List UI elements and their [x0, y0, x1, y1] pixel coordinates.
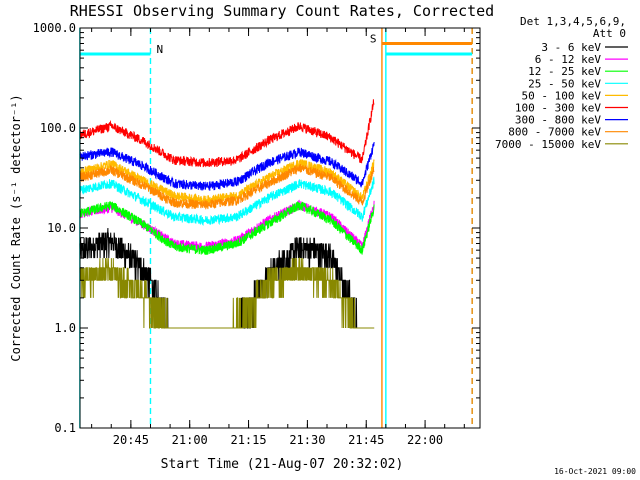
- x-tick-label: 21:00: [172, 433, 208, 447]
- attenuator-label: Att 0: [593, 27, 626, 40]
- detectors-label: Det 1,3,4,5,6,9,: [520, 15, 626, 28]
- y-tick-label: 1.0: [54, 321, 76, 335]
- legend-label: 7000 - 15000 keV: [495, 138, 601, 151]
- legend-label: 12 - 25 keV: [528, 65, 601, 78]
- series-line: [79, 201, 375, 255]
- legend-label: 100 - 300 keV: [515, 102, 601, 115]
- y-tick-label: 1000.0: [33, 21, 76, 35]
- y-tick-label: 0.1: [54, 421, 76, 435]
- y-axis-label: Corrected Count Rate (s⁻¹ detector⁻¹): [9, 94, 23, 361]
- timestamp: 16-Oct-2021 09:00: [554, 467, 636, 476]
- legend-label: 300 - 800 keV: [515, 114, 601, 127]
- x-tick-label: 22:00: [407, 433, 443, 447]
- x-tick-label: 20:45: [113, 433, 149, 447]
- legend-label: 25 - 50 keV: [528, 77, 601, 90]
- series-line: [79, 163, 375, 210]
- y-tick-label: 100.0: [40, 121, 76, 135]
- x-tick-label: 21:45: [348, 433, 384, 447]
- y-tick-label: 10.0: [47, 221, 76, 235]
- legend-label: 6 - 12 keV: [535, 53, 602, 66]
- legend-label: 3 - 6 keV: [541, 41, 601, 54]
- legend-label: 50 - 100 keV: [522, 89, 602, 102]
- flag-label: S: [370, 32, 377, 45]
- plot-frame: [79, 27, 481, 429]
- series-line: [79, 141, 375, 191]
- x-tick-label: 21:30: [289, 433, 325, 447]
- x-tick-label: 21:15: [230, 433, 266, 447]
- series-line: [79, 257, 375, 329]
- chart-title: RHESSI Observing Summary Count Rates, Co…: [70, 2, 494, 20]
- flag-label: N: [156, 43, 163, 56]
- series-line: [79, 176, 375, 226]
- legend-label: 800 - 7000 keV: [508, 126, 601, 139]
- series-line: [79, 99, 375, 168]
- x-axis-label: Start Time (21-Aug-07 20:32:02): [161, 457, 404, 472]
